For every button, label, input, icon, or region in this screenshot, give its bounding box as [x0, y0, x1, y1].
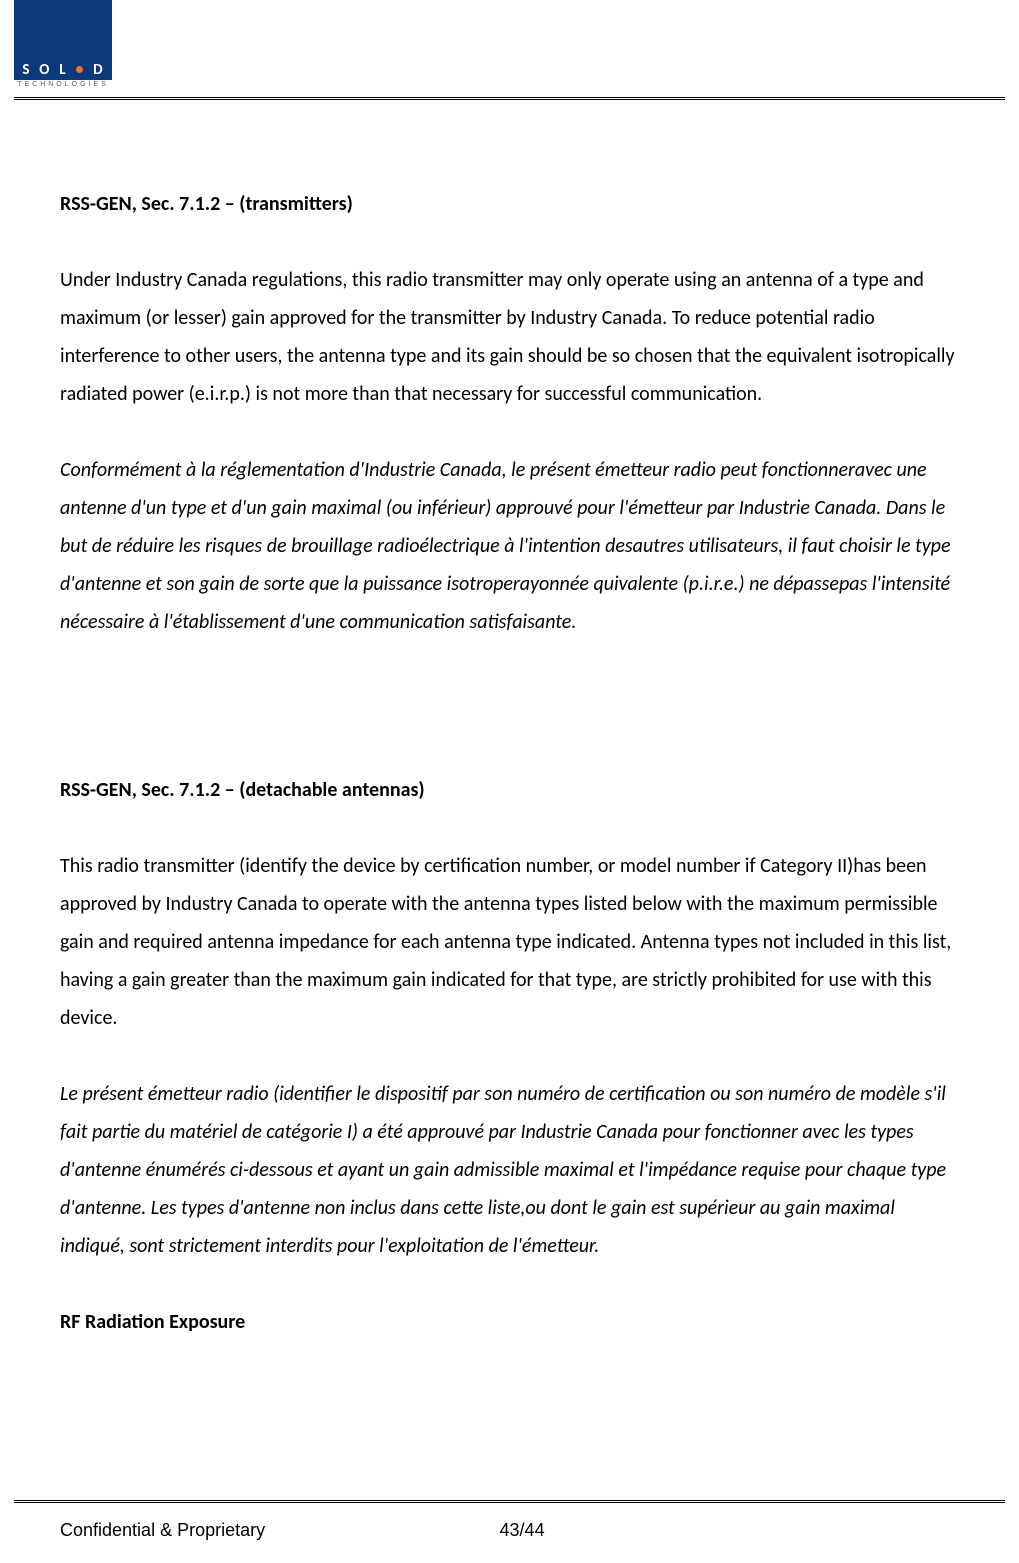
footer-confidential: Confidential & Proprietary: [60, 1520, 265, 1541]
document-page: S O L D TECHNOLOGIES RSS-GEN, Sec. 7.1.2…: [0, 0, 1019, 1563]
logo-letter: L: [59, 61, 66, 79]
footer-page-number: 43/44: [265, 1520, 959, 1541]
logo-letter: D: [93, 61, 103, 79]
paragraph-fr-1: Conformément à la réglementation d'Indus…: [60, 451, 959, 641]
logo-dot-icon: [76, 66, 83, 73]
company-logo: S O L D TECHNOLOGIES: [14, 0, 112, 88]
section-heading-transmitters: RSS-GEN, Sec. 7.1.2 – (transmitters): [60, 185, 959, 223]
page-header: S O L D TECHNOLOGIES: [14, 0, 1005, 100]
logo-subtext: TECHNOLOGIES: [14, 81, 112, 88]
paragraph-fr-2: Le présent émetteur radio (identifier le…: [60, 1075, 959, 1265]
page-content: RSS-GEN, Sec. 7.1.2 – (transmitters) Und…: [0, 100, 1019, 1341]
page-footer: Confidential & Proprietary 43/44: [60, 1520, 959, 1541]
section-heading-detachable: RSS-GEN, Sec. 7.1.2 – (detachable antenn…: [60, 771, 959, 809]
logo-brand-text: S O L D: [14, 60, 112, 80]
logo-block: [14, 0, 112, 60]
paragraph-en-2: This radio transmitter (identify the dev…: [60, 847, 959, 1037]
paragraph-en-1: Under Industry Canada regulations, this …: [60, 261, 959, 413]
logo-letter: O: [39, 61, 50, 79]
section-heading-rf: RF Radiation Exposure: [60, 1303, 959, 1341]
footer-rule: [14, 1500, 1005, 1503]
logo-letter: S: [22, 61, 30, 79]
